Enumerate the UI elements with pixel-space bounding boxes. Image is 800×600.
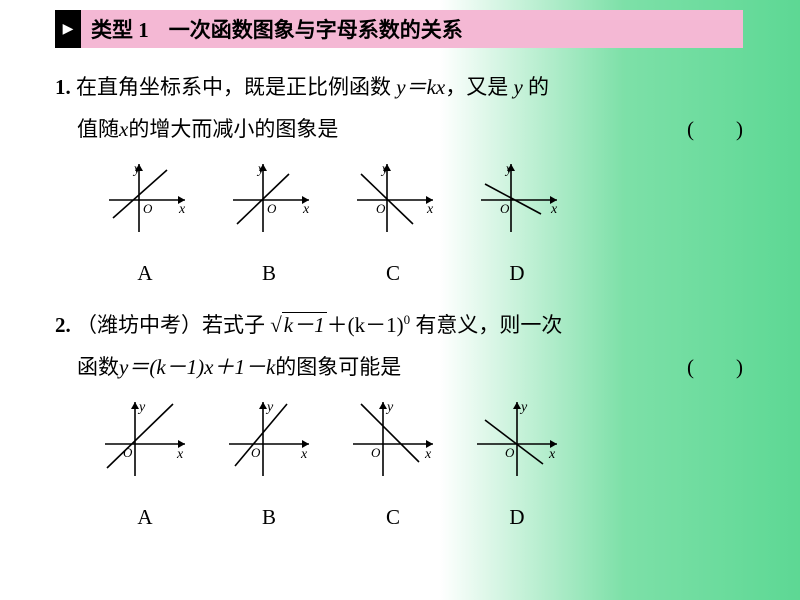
svg-text:O: O — [123, 445, 133, 460]
text: 在直角坐标系中，既是正比例函数 — [76, 75, 396, 99]
problem-2: 2. （潍坊中考）若式子 √k－1＋(k－1)0 有意义，则一次 函数 y＝(k… — [55, 304, 743, 538]
svg-text:x: x — [176, 447, 184, 462]
problem-1-line2: 值随 x 的增大而减小的图象是 ( ) — [55, 108, 743, 150]
svg-text:y: y — [132, 162, 141, 177]
text: 函数 — [77, 346, 119, 388]
problem-1: 1. 在直角坐标系中，既是正比例函数 y＝kx，又是 y 的 值随 x 的增大而… — [55, 66, 743, 294]
svg-text:y: y — [265, 400, 274, 415]
sqrt-expr: √k－1 — [270, 304, 326, 346]
equation: y＝(k－1)x＋1－k — [119, 346, 275, 388]
header-title: 一次函数图象与字母系数的关系 — [169, 14, 463, 44]
text: 的图象可能是 — [275, 346, 401, 388]
svg-text:O: O — [371, 445, 381, 460]
var: x — [119, 108, 128, 150]
problem-2-graphs: y x O A y x O B — [99, 398, 743, 538]
text: 的 — [523, 75, 549, 99]
problem-1-graphs: y x O A y x O B — [99, 160, 743, 294]
svg-text:y: y — [504, 162, 513, 177]
svg-text:O: O — [505, 445, 515, 460]
svg-text:y: y — [380, 162, 389, 177]
answer-blank: ( ) — [687, 108, 743, 150]
equation: y＝kx — [396, 75, 445, 99]
problem-1-line1: 1. 在直角坐标系中，既是正比例函数 y＝kx，又是 y 的 — [55, 66, 743, 108]
text: ，又是 — [445, 75, 513, 99]
svg-text:y: y — [137, 400, 146, 415]
text: 有意义，则一次 — [410, 313, 562, 337]
play-icon: ▶ — [55, 10, 81, 48]
graph-svg: y x O — [99, 160, 191, 236]
problem-number: 1. — [55, 75, 71, 99]
type-label: 类型 1 — [91, 14, 149, 44]
text: 若式子 — [202, 313, 270, 337]
graph-label: A — [99, 252, 191, 294]
header-bar: 类型 1 一次函数图象与字母系数的关系 — [81, 10, 743, 48]
svg-text:O: O — [500, 201, 510, 216]
svg-text:x: x — [548, 447, 556, 462]
text: 值随 — [77, 108, 119, 150]
svg-text:x: x — [300, 447, 308, 462]
svg-text:x: x — [302, 202, 310, 217]
answer-blank: ( ) — [687, 346, 743, 388]
graph-2d: y x O D — [471, 398, 563, 538]
graph-1b: y x O B — [223, 160, 315, 294]
page-container: ▶ 类型 1 一次函数图象与字母系数的关系 1. 在直角坐标系中，既是正比例函数… — [0, 0, 768, 568]
svg-text:x: x — [178, 202, 186, 217]
var: y — [513, 75, 522, 99]
svg-text:y: y — [519, 400, 528, 415]
svg-text:x: x — [426, 202, 434, 217]
svg-text:O: O — [267, 201, 277, 216]
graph-2a: y x O A — [99, 398, 191, 538]
problem-2-line1: 2. （潍坊中考）若式子 √k－1＋(k－1)0 有意义，则一次 — [55, 304, 743, 346]
svg-text:O: O — [143, 201, 153, 216]
graph-2b: y x O B — [223, 398, 315, 538]
svg-text:x: x — [424, 447, 432, 462]
source: （潍坊中考） — [76, 313, 202, 337]
svg-text:y: y — [256, 162, 265, 177]
graph-1d: y x O D — [471, 160, 563, 294]
graph-1c: y x O C — [347, 160, 439, 294]
svg-text:O: O — [251, 445, 261, 460]
svg-text:y: y — [385, 400, 394, 415]
graph-1a: y x O A — [99, 160, 191, 294]
svg-text:x: x — [550, 202, 558, 217]
svg-text:O: O — [376, 201, 386, 216]
text: 的增大而减小的图象是 — [128, 108, 338, 150]
problem-2-line2: 函数 y＝(k－1)x＋1－k 的图象可能是 ( ) — [55, 346, 743, 388]
section-header: ▶ 类型 1 一次函数图象与字母系数的关系 — [55, 10, 743, 48]
problem-number: 2. — [55, 313, 71, 337]
graph-2c: y x O C — [347, 398, 439, 538]
